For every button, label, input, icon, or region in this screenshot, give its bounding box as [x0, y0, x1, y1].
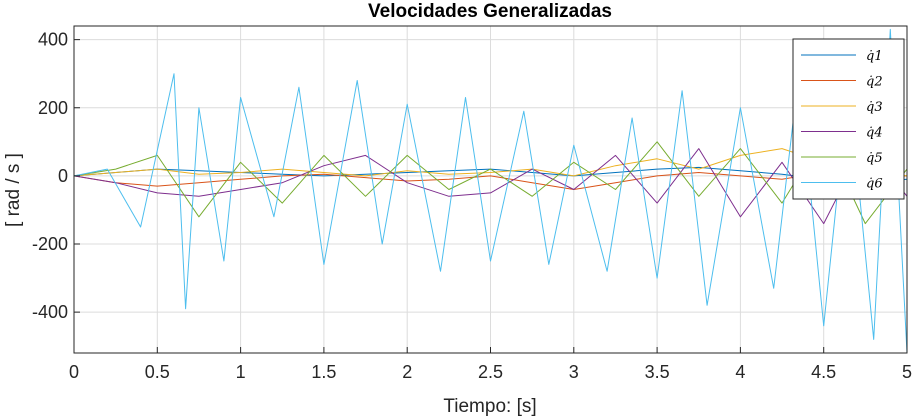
series-line-3	[74, 148, 907, 177]
x-tick-label: 2	[402, 362, 412, 382]
x-axis-label: Tiempo: [s]	[443, 396, 536, 417]
legend-label-3: q̇3	[866, 100, 883, 115]
y-tick-label: -400	[32, 302, 68, 322]
legend-label-6: q̇6	[866, 177, 883, 192]
x-tick-label: 2.5	[478, 362, 503, 382]
ticks: 0 0.5 1 1.5 2 2.5 3 3.5 4 4.5 5 -400 -200 0 200 400	[32, 30, 912, 382]
legend-label-5: q̇5	[866, 151, 883, 166]
chart-title: Velocidades Generalizadas	[368, 1, 612, 22]
x-tick-label: 3.5	[645, 362, 670, 382]
series-line-6	[74, 28, 907, 353]
series-line-2	[74, 172, 907, 190]
y-axis-label: [ rad / s ]	[3, 153, 24, 227]
x-tick-label: 5	[902, 362, 912, 382]
x-tick-label: 0.5	[145, 362, 170, 382]
series-layer	[74, 28, 907, 353]
y-tick-label: 0	[58, 166, 68, 186]
y-tick-label: 400	[38, 30, 68, 50]
x-tick-label: 1.5	[311, 362, 336, 382]
legend-box	[792, 38, 905, 200]
series-line-5	[74, 134, 907, 225]
x-tick-label: 4	[735, 362, 745, 382]
x-tick-label: 3	[569, 362, 579, 382]
legend-label-4: q̇4	[866, 126, 883, 141]
y-tick-label: -200	[32, 234, 68, 254]
x-tick-label: 4.5	[811, 362, 836, 382]
legend: q̇1 q̇2 q̇3 q̇4 q̇5 q̇6	[792, 38, 905, 200]
x-tick-label: 1	[236, 362, 246, 382]
legend-label-2: q̇2	[866, 75, 883, 90]
x-tick-label: 0	[69, 362, 79, 382]
y-tick-label: 200	[38, 98, 68, 118]
legend-label-1: q̇1	[866, 49, 883, 64]
